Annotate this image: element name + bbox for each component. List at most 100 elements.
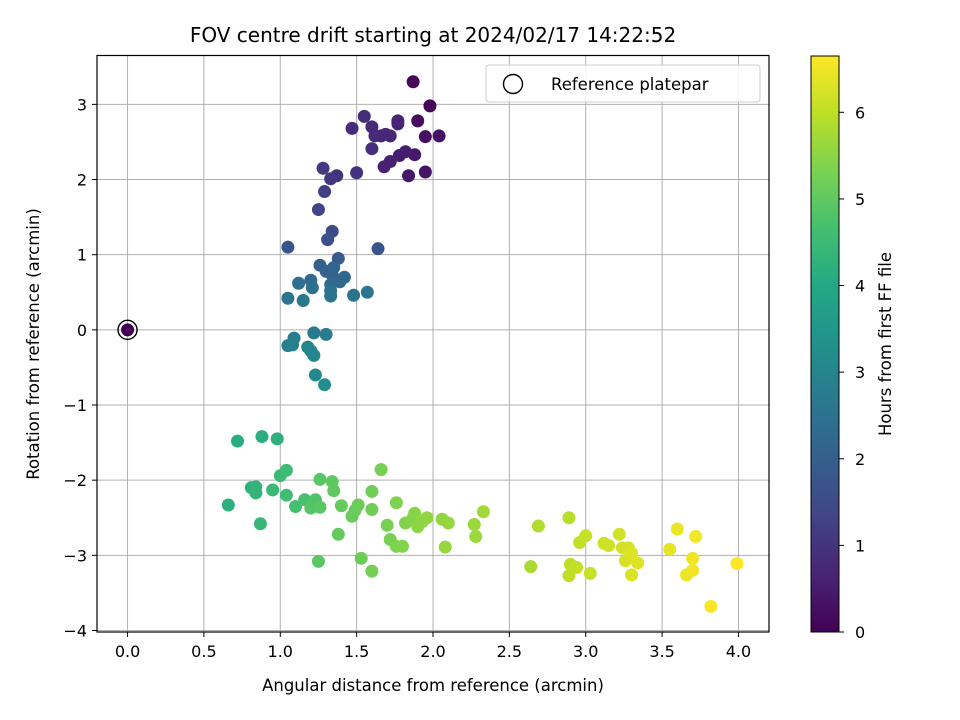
data-point <box>255 430 269 444</box>
y-tick-label: 3 <box>77 95 87 114</box>
data-point <box>423 99 437 113</box>
x-tick-label: 0.0 <box>115 642 140 661</box>
data-point <box>249 486 263 500</box>
data-point <box>285 338 299 352</box>
colorbar-tick-label: 6 <box>855 103 865 122</box>
data-point <box>583 566 597 580</box>
data-point <box>374 463 388 477</box>
data-point <box>625 546 639 560</box>
data-point <box>467 518 481 532</box>
data-point <box>531 519 545 533</box>
data-point <box>270 432 284 446</box>
grid <box>97 55 769 632</box>
data-point <box>321 233 335 247</box>
data-point <box>379 127 393 141</box>
data-point <box>524 560 538 574</box>
data-point <box>307 326 321 340</box>
x-tick-label: 4.0 <box>726 642 751 661</box>
data-point <box>689 530 703 544</box>
data-point <box>562 511 576 525</box>
data-point <box>331 527 345 541</box>
data-point <box>625 568 639 582</box>
y-tick-label: −1 <box>63 396 87 415</box>
data-point <box>221 498 235 512</box>
colorbar-tick-label: 2 <box>855 450 865 469</box>
scatter-points <box>121 75 744 613</box>
y-tick-label: 1 <box>77 246 87 265</box>
data-point <box>365 120 379 134</box>
x-tick-label: 3.0 <box>573 642 598 661</box>
data-point <box>392 148 406 162</box>
colorbar-tick-label: 5 <box>855 190 865 209</box>
y-tick-label: −4 <box>63 621 87 640</box>
colorbar-ticks: 0 1 2 3 4 5 6 <box>839 103 865 642</box>
data-point <box>327 260 341 274</box>
x-tick-label: 2.5 <box>497 642 522 661</box>
data-point <box>476 505 490 519</box>
y-tick-label: 0 <box>77 321 87 340</box>
data-point <box>686 551 700 565</box>
legend-label-reference: Reference platepar <box>551 75 709 94</box>
data-point <box>395 539 409 553</box>
x-tick-label: 0.5 <box>191 642 216 661</box>
data-point <box>324 172 338 186</box>
colorbar-tick-label: 1 <box>855 536 865 555</box>
data-point <box>408 506 422 520</box>
data-point <box>432 129 446 143</box>
data-point <box>289 499 303 513</box>
data-point <box>351 498 365 512</box>
data-point <box>612 527 626 541</box>
data-point <box>231 434 245 448</box>
data-point <box>292 276 306 290</box>
data-point <box>389 496 403 510</box>
data-point <box>406 75 420 89</box>
y-axis: −4 −3 −2 −1 0 1 2 3 <box>63 95 97 640</box>
y-tick-label: −3 <box>63 546 87 565</box>
data-point <box>281 240 295 254</box>
data-point <box>279 463 293 477</box>
data-point <box>365 502 379 516</box>
data-point <box>347 288 361 302</box>
data-point <box>570 560 584 574</box>
data-point <box>350 166 364 180</box>
data-point <box>420 511 434 525</box>
data-point <box>380 518 394 532</box>
y-tick-label: −2 <box>63 471 87 490</box>
data-point <box>391 114 405 128</box>
data-point <box>319 327 333 341</box>
data-point <box>318 378 332 392</box>
data-point <box>357 109 371 123</box>
colorbar <box>811 56 839 632</box>
data-point <box>371 242 385 256</box>
data-point <box>418 165 432 179</box>
data-point <box>305 281 319 295</box>
data-point <box>354 551 368 565</box>
data-point <box>253 517 267 531</box>
x-axis: 0.0 0.5 1.0 1.5 2.0 2.5 3.0 3.5 4.0 <box>115 632 751 661</box>
data-point <box>279 488 293 502</box>
data-point <box>579 529 593 543</box>
data-point <box>327 484 341 498</box>
data-point <box>266 483 280 497</box>
data-point <box>121 323 135 337</box>
x-axis-label: Angular distance from reference (arcmin) <box>262 676 604 695</box>
data-point <box>365 142 379 156</box>
data-point <box>704 599 718 613</box>
data-point <box>281 291 295 305</box>
data-point <box>411 114 425 128</box>
data-point <box>324 289 338 303</box>
data-point <box>631 556 645 570</box>
data-point <box>418 130 432 144</box>
colorbar-tick-label: 0 <box>855 623 865 642</box>
colorbar-frame <box>810 55 840 633</box>
data-point <box>438 540 452 554</box>
colorbar-tick-label: 3 <box>855 363 865 382</box>
data-point <box>441 516 455 530</box>
chart-title: FOV centre drift starting at 2024/02/17 … <box>190 23 676 47</box>
y-axis-label: Rotation from reference (arcmin) <box>24 208 43 480</box>
data-point <box>296 294 310 308</box>
data-point <box>469 530 483 544</box>
x-tick-label: 1.0 <box>268 642 293 661</box>
